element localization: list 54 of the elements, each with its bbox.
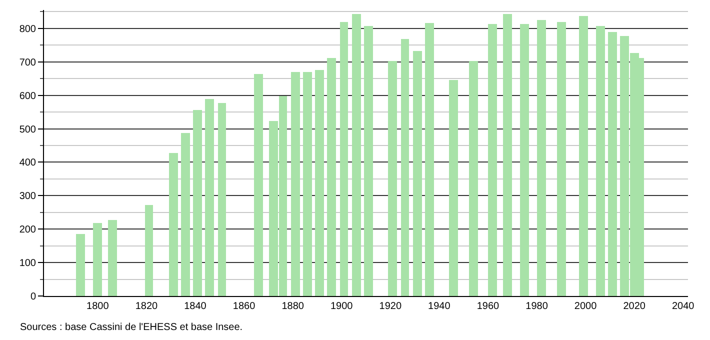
- x-tick-label: 1940: [428, 301, 451, 312]
- bar: [596, 26, 605, 296]
- x-tick-label: 2000: [574, 301, 598, 312]
- x-tick-label: 1900: [330, 301, 354, 312]
- x-tick-label: 1980: [526, 301, 548, 312]
- x-tick-label: 1840: [184, 301, 207, 312]
- x-tick-label: 1820: [135, 301, 158, 312]
- x-tick-label: 1860: [232, 301, 256, 312]
- bar: [303, 72, 312, 296]
- bar: [557, 22, 566, 296]
- x-tick-label: 1880: [282, 301, 304, 312]
- y-tick-label: 500: [19, 124, 36, 136]
- bar: [449, 80, 458, 296]
- x-tick-label: 2020: [623, 301, 646, 312]
- bar: [169, 153, 178, 296]
- bar: [93, 223, 102, 296]
- bar: [520, 24, 529, 296]
- bar: [181, 133, 190, 296]
- y-tick-label: 200: [19, 224, 36, 236]
- bar: [254, 74, 263, 296]
- y-tick-label: 0: [30, 292, 36, 302]
- bar: [327, 58, 336, 296]
- bar: [388, 61, 397, 296]
- y-tick-label: 700: [19, 57, 36, 68]
- bar: [315, 70, 324, 296]
- bar: [76, 234, 85, 296]
- x-tick-label: 1800: [86, 301, 110, 312]
- y-tick-label: 600: [19, 90, 36, 102]
- bar: [425, 23, 434, 296]
- bar: [413, 51, 422, 296]
- bar: [608, 32, 617, 296]
- source-note: Sources : base Cassini de l'EHESS et base Insee.: [20, 322, 243, 333]
- x-tick-label: 2040: [672, 301, 695, 312]
- bar: [193, 110, 202, 296]
- bar: [340, 22, 348, 296]
- bar: [469, 61, 478, 296]
- y-tick-label: 100: [19, 258, 36, 270]
- bar: [291, 72, 300, 296]
- bar: [364, 26, 373, 296]
- bar: [205, 99, 214, 296]
- bar: [537, 20, 546, 296]
- bar: [579, 16, 588, 296]
- bar: [488, 24, 497, 296]
- bar: [352, 14, 361, 296]
- x-tick-label: 1920: [379, 301, 402, 312]
- bar: [401, 39, 409, 296]
- bar: [503, 14, 512, 296]
- bar: [145, 205, 153, 296]
- bar: [218, 103, 226, 296]
- y-tick-label: 300: [19, 191, 36, 202]
- bar: [108, 220, 117, 296]
- y-tick-label: 800: [19, 24, 36, 35]
- y-tick-label: 400: [19, 158, 36, 169]
- x-tick-label: 1960: [476, 301, 500, 312]
